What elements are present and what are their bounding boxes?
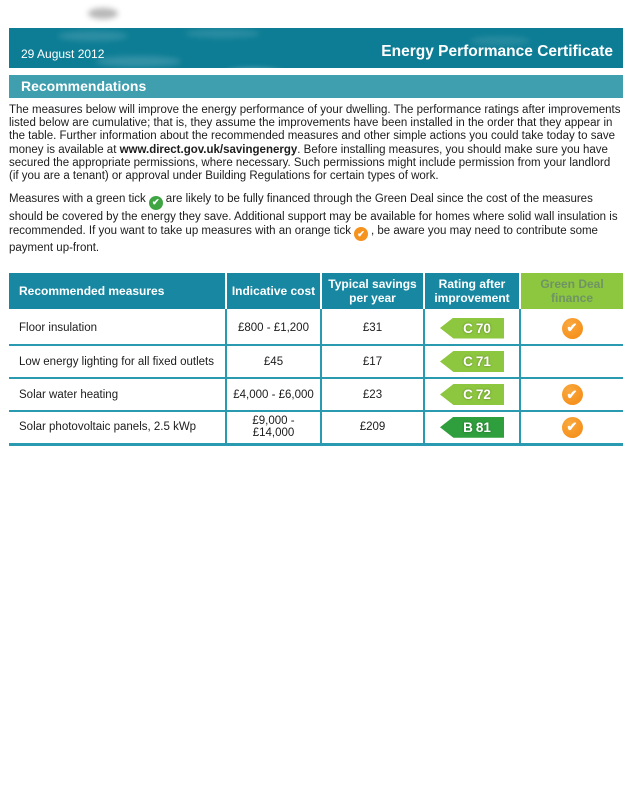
rating-band-letter: C (463, 354, 473, 369)
rating-cell: C 71 (423, 344, 520, 378)
orange-tick-icon: ✔ (561, 416, 583, 438)
certificate-title: Energy Performance Certificate (381, 43, 613, 60)
intro-text-after: . Before installing measures, you should… (9, 143, 611, 183)
rating-badge: C 71 (440, 351, 504, 372)
rating-band-value: 71 (475, 354, 491, 369)
savings-cell: £31 (320, 309, 424, 345)
green-deal-paragraph: Measures with a green tick ✔ are likely to… (9, 192, 623, 256)
rating-band-value: 81 (475, 419, 491, 435)
cost-cell: £800 - £1,200 (225, 309, 321, 345)
table-header-row: Recommended measures Indicative cost Typ… (9, 273, 623, 309)
recommendations-table: Recommended measures Indicative cost Typ… (9, 273, 623, 446)
savings-cell: £23 (320, 377, 424, 411)
rating-cell: C 70 (423, 309, 520, 345)
rating-badge: B 81 (440, 416, 504, 438)
header-indicative-cost: Indicative cost (225, 273, 321, 309)
savings-cell: £17 (320, 344, 424, 378)
orange-tick-icon: ✔ (354, 227, 368, 242)
savingenergy-url: www.direct.gov.uk/savingenergy (119, 143, 298, 156)
rating-band-letter: B (463, 419, 473, 435)
table-row: Low energy lighting for all fixed outlet… (9, 344, 623, 378)
orange-tick-icon: ✔ (561, 384, 583, 405)
rating-badge: C 72 (440, 384, 504, 405)
green-deal-cell (519, 344, 623, 378)
cost-cell: £45 (225, 344, 321, 378)
header-green-deal-finance: Green Deal finance (519, 273, 623, 309)
measure-cell: Solar photovoltaic panels, 2.5 kWp (9, 410, 226, 444)
section-title: Recommendations (21, 78, 147, 94)
orange-tick-icon: ✔ (561, 317, 583, 339)
rating-band-letter: C (463, 320, 473, 336)
measure-cell: Low energy lighting for all fixed outlet… (9, 344, 226, 378)
note-text-2: are likely to be fully financed through … (9, 193, 618, 238)
rating-band-value: 72 (475, 387, 491, 402)
cost-cell: £9,000 - £14,000 (225, 410, 321, 444)
cost-cell: £4,000 - £6,000 (225, 377, 321, 411)
section-header-bar: Recommendations (9, 75, 623, 98)
savings-cell: £209 (320, 410, 424, 444)
green-tick-icon: ✔ (148, 195, 163, 210)
note-text-3: , be aware you may need to contribute so… (9, 225, 598, 255)
rating-band-value: 70 (475, 320, 491, 336)
intro-text-before: The measures below will improve the ener… (9, 104, 621, 156)
certificate-header-bar: 29 August 2012 Energy Performance Certif… (9, 28, 623, 68)
table-row: Floor insulation £800 - £1,200 £31 C 70 ✔ (9, 309, 623, 345)
rating-band-letter: C (463, 387, 473, 402)
green-deal-cell: ✔ (519, 377, 623, 411)
header-rating-after-improvement: Rating after improvement (423, 273, 520, 309)
redaction-smudge (88, 8, 118, 19)
note-text-1: Measures with a green tick (9, 193, 146, 206)
table-row: Solar water heating £4,000 - £6,000 £23 … (9, 377, 623, 411)
content: The measures below will improve the ener… (9, 104, 623, 446)
table-row: Solar photovoltaic panels, 2.5 kWp £9,00… (9, 410, 623, 444)
green-deal-cell: ✔ (519, 410, 623, 444)
green-deal-cell: ✔ (519, 309, 623, 345)
rating-badge: C 70 (440, 317, 504, 339)
intro-paragraph: The measures below will improve the ener… (9, 104, 623, 183)
header-recommended-measures: Recommended measures (9, 273, 226, 309)
rating-cell: C 72 (423, 377, 520, 411)
rating-cell: B 81 (423, 410, 520, 444)
measure-cell: Solar water heating (9, 377, 226, 411)
recommendations-table-body: Floor insulation £800 - £1,200 £31 C 70 ✔… (9, 309, 623, 444)
certificate-date: 29 August 2012 (21, 47, 105, 61)
measure-cell: Floor insulation (9, 309, 226, 345)
header-typical-savings-per-year: Typical savings per year (320, 273, 424, 309)
